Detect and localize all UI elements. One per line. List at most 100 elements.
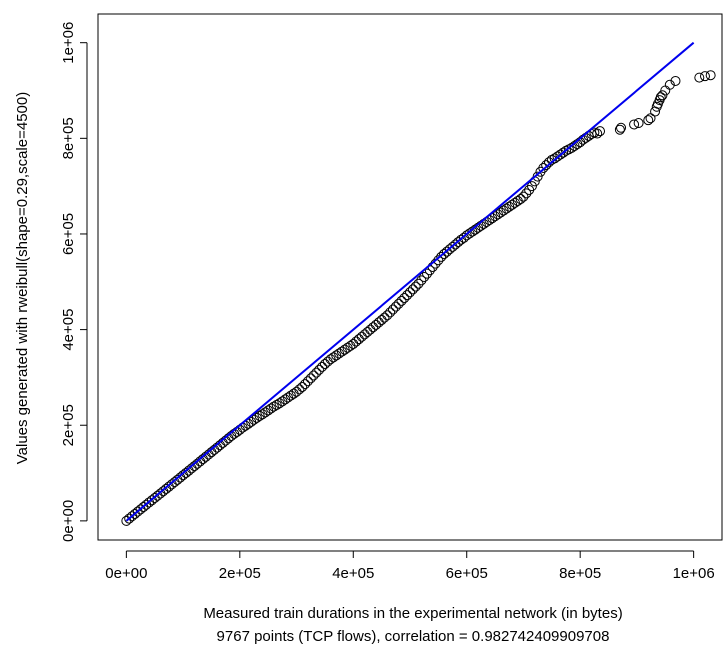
data-point bbox=[370, 319, 381, 330]
data-point bbox=[305, 373, 316, 384]
data-point bbox=[249, 414, 259, 425]
data-point bbox=[643, 115, 654, 126]
data-point bbox=[266, 403, 277, 414]
data-point bbox=[433, 255, 444, 266]
data-point bbox=[413, 278, 424, 289]
data-point bbox=[379, 312, 390, 323]
data-point bbox=[657, 90, 668, 101]
data-point bbox=[283, 392, 294, 403]
data-point bbox=[563, 144, 574, 155]
data-point bbox=[331, 350, 342, 361]
data-point bbox=[526, 181, 537, 192]
data-point bbox=[300, 379, 311, 390]
data-point bbox=[616, 122, 627, 133]
data-point bbox=[694, 72, 705, 83]
data-point bbox=[490, 211, 501, 222]
data-point bbox=[461, 230, 472, 241]
data-point bbox=[393, 298, 404, 309]
data-point bbox=[280, 394, 291, 405]
data-point bbox=[271, 399, 282, 410]
data-point bbox=[495, 207, 506, 218]
data-point bbox=[518, 191, 529, 202]
data-point bbox=[498, 205, 509, 216]
data-point bbox=[294, 384, 305, 395]
x-tick-label: 6e+05 bbox=[446, 565, 488, 582]
data-point bbox=[595, 126, 606, 137]
data-point bbox=[555, 149, 566, 160]
data-point bbox=[342, 342, 353, 353]
data-point bbox=[515, 194, 526, 205]
data-point bbox=[302, 376, 313, 387]
y-axis: 0e+00 2e+05 4e+05 6e+05 8e+05 1e+06 bbox=[60, 22, 88, 542]
data-point bbox=[464, 228, 475, 239]
data-point bbox=[368, 322, 379, 333]
data-point bbox=[385, 307, 396, 318]
data-point bbox=[390, 301, 401, 312]
x-tick-label: 0e+00 bbox=[105, 565, 147, 582]
x-tick-label: 8e+05 bbox=[559, 565, 601, 582]
data-point bbox=[314, 364, 325, 375]
data-point bbox=[650, 106, 661, 117]
data-point bbox=[353, 334, 364, 345]
data-point bbox=[251, 412, 262, 423]
data-point bbox=[407, 284, 418, 295]
y-tick-label: 4e+05 bbox=[60, 309, 77, 351]
y-tick-label: 2e+05 bbox=[60, 404, 77, 446]
data-point bbox=[521, 188, 532, 199]
data-points bbox=[121, 70, 716, 526]
plot-box bbox=[97, 13, 723, 541]
data-point bbox=[325, 354, 336, 365]
y-tick-label: 8e+05 bbox=[60, 117, 77, 159]
data-point bbox=[387, 304, 398, 315]
data-point bbox=[419, 272, 430, 282]
data-point bbox=[509, 197, 520, 208]
data-point bbox=[614, 124, 625, 135]
data-point bbox=[268, 401, 279, 412]
data-point bbox=[334, 348, 345, 359]
data-point bbox=[339, 344, 350, 355]
x-tick-label: 4e+05 bbox=[332, 565, 374, 582]
data-point bbox=[541, 160, 552, 171]
chart-subtitle: 9767 points (TCP flows), correlation = 0… bbox=[217, 628, 610, 645]
data-point bbox=[670, 75, 681, 86]
data-point bbox=[561, 145, 571, 156]
x-axis: 0e+00 2e+05 4e+05 6e+05 8e+05 1e+06 bbox=[105, 550, 715, 582]
data-point bbox=[277, 396, 288, 407]
data-point bbox=[549, 153, 560, 164]
data-point bbox=[373, 317, 384, 328]
y-tick-label: 6e+05 bbox=[60, 213, 77, 255]
data-point bbox=[699, 71, 710, 82]
data-point bbox=[664, 79, 675, 90]
x-tick-label: 1e+06 bbox=[673, 565, 715, 582]
data-point bbox=[410, 281, 421, 292]
data-point bbox=[532, 171, 543, 182]
data-point bbox=[285, 390, 296, 401]
data-point bbox=[645, 113, 656, 124]
data-point bbox=[566, 142, 577, 153]
x-tick-label: 2e+05 bbox=[219, 565, 261, 582]
y-axis-title: Values generated with rweibull(shape=0.2… bbox=[14, 92, 31, 464]
data-point bbox=[633, 118, 644, 129]
data-point bbox=[359, 329, 370, 340]
data-point bbox=[254, 410, 265, 421]
data-point bbox=[543, 157, 554, 168]
data-point bbox=[436, 251, 447, 262]
data-point bbox=[382, 310, 393, 321]
data-point bbox=[297, 381, 308, 392]
data-point bbox=[274, 398, 285, 409]
y-tick-label: 0e+00 bbox=[60, 500, 77, 542]
x-axis-title: Measured train durations in the experime… bbox=[203, 605, 622, 622]
data-point bbox=[362, 326, 373, 337]
data-point bbox=[396, 295, 407, 306]
data-point bbox=[336, 346, 347, 357]
data-point bbox=[402, 290, 413, 301]
reference-line bbox=[125, 41, 695, 522]
data-point bbox=[504, 201, 515, 212]
data-point bbox=[546, 154, 557, 165]
data-point bbox=[558, 147, 569, 158]
data-point bbox=[328, 352, 339, 363]
data-point bbox=[507, 199, 518, 210]
data-point bbox=[592, 128, 603, 139]
data-point bbox=[655, 92, 666, 103]
